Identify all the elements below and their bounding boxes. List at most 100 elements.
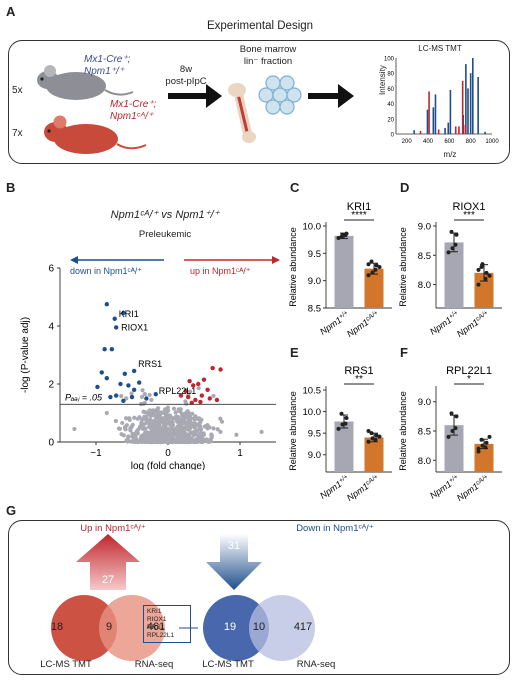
arrow-left-icon — [70, 256, 78, 264]
volcano-point — [154, 407, 160, 412]
up-only-tmt-count: 18 — [50, 621, 64, 633]
bar-y-tick-label: 10.0 — [303, 407, 322, 418]
bar-y-tick-label: 8.5 — [308, 304, 321, 315]
volcano-point-down — [95, 384, 100, 390]
arrow-right-icon — [168, 84, 222, 108]
bar-wildtype — [334, 421, 354, 472]
bar-y-tick-label: 8.5 — [418, 251, 431, 262]
replicate-point — [483, 445, 488, 450]
volcano-point-up — [199, 393, 205, 398]
volcano-point-up — [187, 378, 192, 384]
volcano-point — [168, 435, 173, 441]
replicate-point — [374, 263, 379, 268]
volcano-point — [155, 436, 160, 441]
panel-label-e: E — [290, 345, 299, 360]
replicate-point — [377, 265, 382, 269]
volcano-point — [129, 424, 134, 430]
replicate-point — [476, 449, 481, 454]
volcano-point — [104, 410, 109, 416]
replicate-point — [377, 434, 382, 439]
bar-y-tick-label: 9.0 — [308, 450, 321, 461]
down-arrow-icon — [206, 534, 262, 590]
ms-xlabel: m/z — [443, 150, 457, 159]
volcano-point — [147, 392, 152, 398]
volcano-point-up — [210, 365, 215, 371]
bar-y-label: Relative abundance — [288, 227, 298, 307]
replicate-point — [479, 437, 484, 442]
volcano-point — [192, 425, 198, 430]
volcano-point-up — [201, 377, 207, 382]
replicate-point — [487, 434, 492, 439]
volcano-point-down — [121, 310, 126, 316]
up-arrow-icon — [76, 534, 140, 590]
volcano-point — [234, 432, 239, 437]
bar-y-label: Relative abundance — [398, 391, 408, 471]
volcano-point — [165, 420, 170, 425]
replicate-point — [370, 436, 375, 441]
volcano-point — [141, 435, 147, 440]
control-count: 5x — [12, 85, 23, 96]
volcano-point — [150, 439, 155, 444]
replicate-point — [366, 273, 371, 278]
bar-chart-title: RRS1 — [344, 365, 373, 377]
replicate-point — [450, 246, 455, 251]
volcano-point-up — [183, 389, 189, 394]
replicate-point — [454, 414, 459, 419]
volcano-point — [149, 397, 154, 402]
volcano-y-tick-label: 0 — [48, 438, 54, 449]
volcano-point-up — [207, 396, 212, 401]
up-overlap-count: 9 — [105, 621, 113, 633]
volcano-point-down — [126, 383, 131, 388]
replicate-point — [343, 421, 348, 426]
volcano-point — [168, 413, 173, 419]
significance-label: **** — [351, 210, 367, 221]
replicate-point — [373, 267, 378, 272]
ms-y-tick-label: 20 — [387, 117, 394, 123]
volcano-point — [186, 425, 191, 431]
bar-y-tick-label: 8.5 — [418, 427, 431, 438]
down-venn-right-circle — [249, 595, 315, 661]
volcano-point — [193, 414, 198, 419]
volcano-y-tick-label: 6 — [48, 264, 54, 275]
gene-label-kri1: KRI1 — [119, 309, 139, 319]
volcano-point-down — [102, 347, 107, 352]
replicate-point — [369, 259, 374, 264]
volcano-point-up — [178, 393, 184, 398]
replicate-point — [446, 250, 451, 255]
volcano-x-tick-label: −1 — [90, 448, 102, 459]
gene-label-riox1: RIOX1 — [121, 322, 148, 332]
replicate-point — [344, 231, 349, 236]
replicate-point — [476, 282, 481, 287]
panel-label-a: A — [6, 4, 16, 19]
volcano-point — [178, 409, 183, 414]
volcano-point — [124, 423, 129, 428]
down-direction-label: down in Npm1ᶜᴬ/⁺ — [70, 266, 142, 276]
bar-y-label: Relative abundance — [288, 391, 298, 471]
replicate-point — [366, 429, 371, 433]
replicate-point — [344, 416, 349, 421]
down-venn-left-circle — [203, 595, 269, 661]
volcano-point — [129, 391, 134, 396]
volcano-point — [132, 434, 137, 439]
volcano-point-down — [104, 302, 110, 307]
up-title: Up in Npm1ᶜᴬ/⁺ — [80, 523, 146, 534]
volcano-point-up — [218, 367, 223, 372]
volcano-point — [195, 439, 201, 444]
volcano-point — [205, 437, 210, 443]
replicate-point — [454, 232, 459, 237]
rrs1-bar-chart: RRS1 9.0 9.5 10.0 10.5 Relative abundance Npm1… — [288, 365, 392, 503]
replicate-point — [446, 434, 451, 439]
replicate-point — [484, 440, 489, 445]
volcano-y-tick-label: 2 — [48, 380, 54, 391]
volcano-point — [182, 426, 188, 431]
control-genotype: Mx1-Cre⁺; Npm1⁺/⁺ — [84, 54, 131, 77]
replicate-point — [366, 262, 371, 267]
bar-chart-title: KRI1 — [347, 201, 371, 213]
volcano-subtitle: Preleukemic — [138, 229, 192, 240]
arrow-right-icon — [308, 84, 354, 108]
volcano-point — [163, 411, 168, 417]
volcano-point — [186, 434, 192, 439]
gene-list-item: RPL22L1 — [147, 632, 175, 639]
replicate-point — [449, 411, 454, 416]
